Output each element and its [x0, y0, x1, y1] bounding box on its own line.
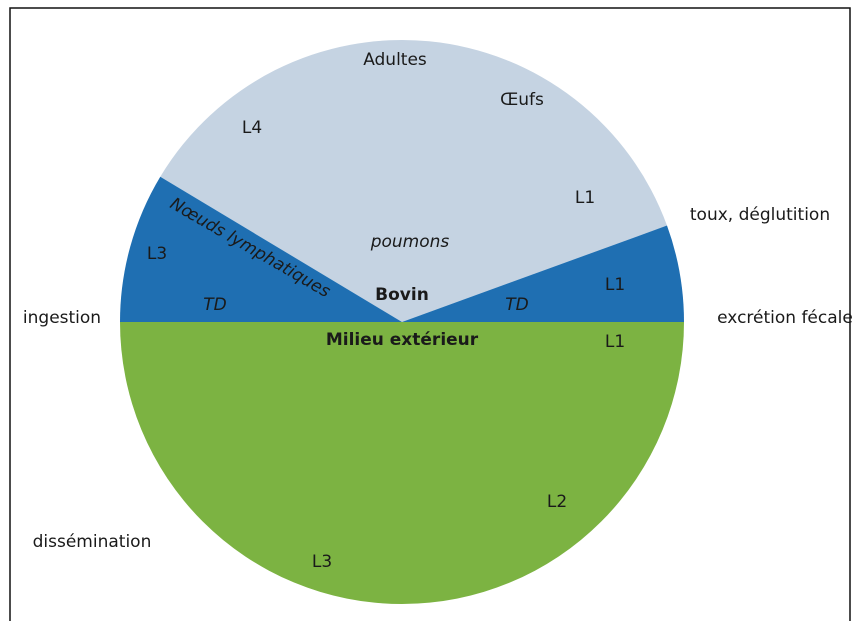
lungs-sector [160, 39, 667, 323]
label: L4 [242, 118, 262, 138]
label: excrétion fécale [717, 308, 853, 328]
label: L1 [575, 188, 595, 208]
label: L1 [605, 332, 625, 352]
label: dissémination [33, 532, 152, 552]
outside-sector [120, 322, 684, 604]
digestive-right-sector [402, 225, 684, 322]
digestive-left-sector [120, 176, 402, 322]
cycle-circle [120, 39, 684, 604]
label: L3 [312, 552, 332, 572]
label: poumons [370, 232, 450, 252]
label: L1 [605, 275, 625, 295]
label: ingestion [23, 308, 101, 328]
label: toux, déglutition [690, 205, 830, 225]
label: TD [203, 295, 226, 315]
label: Milieu extérieur [326, 330, 479, 350]
label: Œufs [500, 90, 544, 110]
label: Adultes [363, 50, 427, 70]
label: L3 [147, 244, 167, 264]
frame [9, 7, 851, 621]
label: Bovin [375, 285, 429, 305]
label: L2 [547, 492, 567, 512]
label: TD [505, 295, 528, 315]
